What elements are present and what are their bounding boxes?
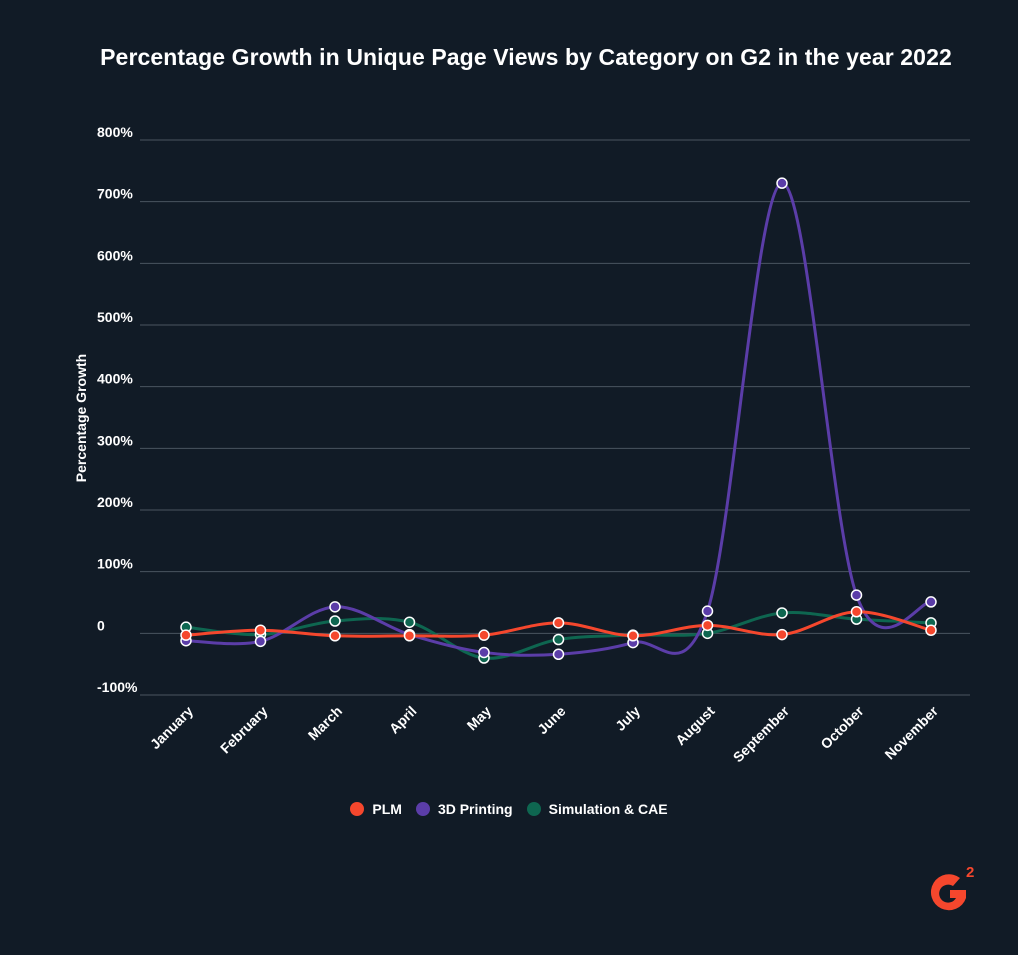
data-point-3d-printing[interactable]: [329, 601, 341, 613]
y-tick-label: 0: [97, 617, 105, 633]
legend-item-3d-printing[interactable]: 3D Printing: [415, 801, 513, 817]
data-point-plm[interactable]: [627, 630, 639, 642]
x-tick-label: March: [305, 703, 345, 743]
legend-item-plm[interactable]: PLM: [350, 801, 402, 817]
g2-logo-superscript: 2: [966, 864, 974, 881]
x-tick-label: November: [881, 702, 941, 762]
data-point-3d-printing[interactable]: [776, 177, 788, 189]
data-point-3d-printing[interactable]: [850, 589, 863, 601]
data-point-plm[interactable]: [180, 629, 192, 641]
data-point-plm[interactable]: [478, 629, 490, 641]
data-point-plm[interactable]: [552, 617, 565, 629]
data-point-simulation-cae[interactable]: [776, 607, 788, 619]
x-tick-label: July: [612, 703, 643, 734]
x-tick-label: May: [464, 703, 495, 734]
legend-label-3d-printing: 3D Printing: [437, 801, 513, 817]
x-tick-label: January: [147, 703, 196, 752]
x-tick-label: September: [730, 702, 793, 765]
y-tick-label: 100%: [97, 556, 133, 572]
x-tick-label: April: [386, 703, 420, 737]
gridlines: [140, 139, 970, 696]
data-point-3d-printing[interactable]: [701, 605, 714, 617]
x-axis-ticks: January February March April May June July Augu…: [147, 702, 942, 765]
y-tick-label: 700%: [97, 186, 133, 202]
data-point-simulation-cae[interactable]: [329, 615, 341, 627]
data-point-plm[interactable]: [925, 624, 937, 636]
y-axis-title: Percentage Growth: [73, 354, 89, 482]
x-tick-label: August: [672, 703, 718, 749]
y-tick-label: 200%: [97, 494, 133, 510]
legend-item-simulation-cae[interactable]: Simulation & CAE: [526, 801, 668, 817]
x-tick-label: October: [817, 702, 867, 752]
chart-title: Percentage Growth in Unique Page Views b…: [100, 44, 952, 70]
y-tick-label: 400%: [97, 371, 133, 387]
data-point-plm[interactable]: [403, 630, 416, 642]
data-point-simulation-cae[interactable]: [403, 616, 416, 628]
data-point-plm[interactable]: [776, 628, 788, 641]
legend: PLM 3D Printing Simulation & CAE: [0, 801, 1018, 817]
series-line-3d-printing: [185, 181, 932, 657]
y-tick-label: 800%: [97, 124, 133, 140]
y-tick-label: 600%: [97, 247, 133, 263]
legend-label-simulation-cae: Simulation & CAE: [548, 801, 668, 817]
data-point-simulation-cae[interactable]: [552, 633, 565, 646]
data-point-plm[interactable]: [329, 630, 341, 642]
x-tick-label: June: [534, 703, 569, 738]
data-point-plm[interactable]: [850, 606, 863, 618]
y-axis-ticks: -100% 0 100% 200% 300% 400% 500% 600% 700% 800%: [97, 124, 138, 695]
data-point-plm[interactable]: [701, 619, 714, 632]
data-point-3d-printing[interactable]: [925, 596, 937, 608]
data-point-3d-printing[interactable]: [254, 635, 267, 648]
legend-swatch-plm: [350, 802, 365, 816]
x-tick-label: February: [217, 703, 271, 757]
data-point-3d-printing[interactable]: [552, 648, 565, 661]
series-points: [180, 177, 937, 664]
legend-swatch-3d-printing: [415, 802, 430, 816]
g2-logo-icon: 2: [930, 864, 974, 911]
y-tick-label: -100%: [97, 679, 138, 695]
legend-label-plm: PLM: [372, 801, 402, 817]
legend-swatch-simulation-cae: [526, 802, 541, 816]
data-point-plm[interactable]: [254, 624, 267, 636]
series-lines: [185, 181, 932, 660]
y-tick-label: 500%: [97, 309, 133, 325]
y-tick-label: 300%: [97, 432, 133, 448]
data-point-3d-printing[interactable]: [478, 646, 490, 659]
